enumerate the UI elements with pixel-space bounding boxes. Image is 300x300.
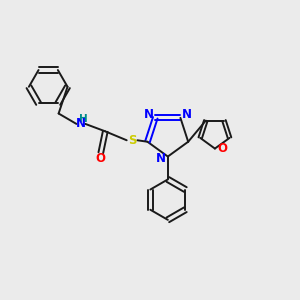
Text: O: O xyxy=(95,152,105,165)
Text: N: N xyxy=(182,108,192,122)
Text: O: O xyxy=(217,142,227,155)
Text: N: N xyxy=(144,108,154,122)
Text: N: N xyxy=(155,152,165,164)
Text: N: N xyxy=(76,117,86,130)
Text: H: H xyxy=(79,114,88,124)
Text: S: S xyxy=(128,134,136,147)
